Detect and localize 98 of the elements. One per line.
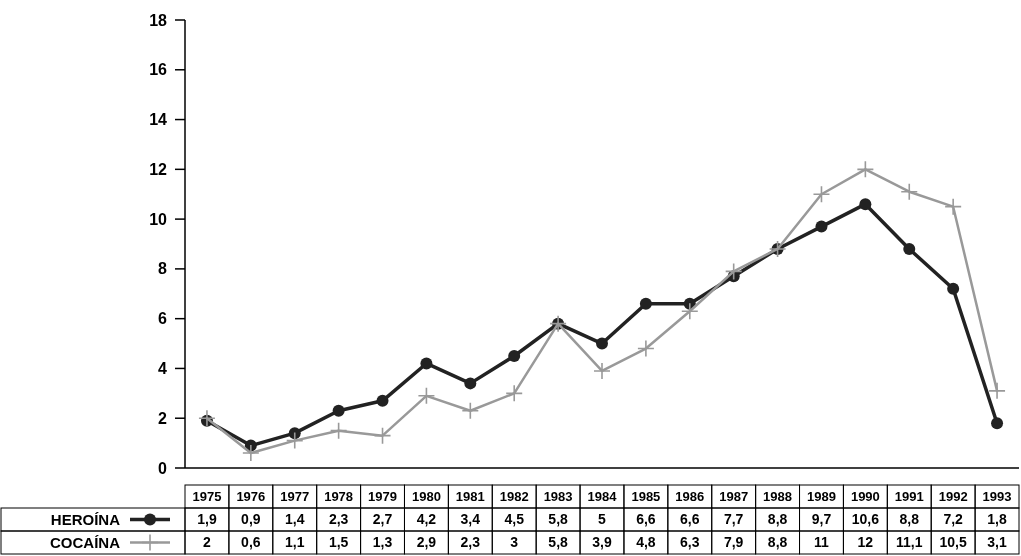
point — [593, 362, 611, 380]
x-tick-label: 1987 — [719, 489, 749, 505]
point — [505, 384, 524, 403]
data-label: 4,8 — [636, 534, 656, 551]
x-tick-label: 1991 — [894, 489, 924, 505]
x-tick-label: 1993 — [982, 489, 1012, 505]
point — [944, 197, 962, 216]
data-label: 3,4 — [460, 511, 481, 528]
data-label: 0,9 — [241, 511, 261, 528]
data-label: 9,7 — [811, 511, 832, 528]
x-tick-label: 1983 — [543, 489, 573, 505]
data-label: 1,1 — [285, 534, 305, 551]
data-label: 2,3 — [328, 511, 349, 528]
data-label: 2,9 — [416, 534, 437, 551]
point — [947, 282, 960, 295]
data-label: 3,9 — [592, 534, 612, 551]
y-tick-label: 8 — [158, 260, 168, 278]
data-label: 8,8 — [767, 534, 788, 551]
data-label: 7,9 — [723, 534, 744, 551]
x-tick-label: 1984 — [587, 489, 618, 505]
data-label: 3,1 — [987, 534, 1007, 551]
point — [198, 409, 216, 428]
data-label: 4,5 — [504, 511, 525, 528]
point — [639, 297, 652, 310]
point — [680, 302, 699, 320]
data-label: 5,8 — [548, 534, 569, 551]
x-tick-label: 1982 — [499, 489, 529, 505]
data-label: 6,3 — [680, 534, 700, 551]
point — [988, 382, 1006, 400]
point — [461, 401, 480, 420]
legend-label: COCAÍNA — [50, 533, 121, 551]
x-tick-label: 1979 — [368, 489, 397, 505]
data-label: 2,7 — [372, 511, 393, 528]
data-label: 3 — [510, 534, 519, 551]
data-label: 1,8 — [987, 511, 1007, 528]
data-label: 8,8 — [899, 511, 920, 528]
data-label: 2,3 — [460, 534, 481, 551]
data-label: 10,6 — [851, 511, 880, 528]
data-label: 8,8 — [767, 511, 788, 528]
data-label: 5,8 — [548, 511, 569, 528]
data-label: 4,2 — [416, 511, 437, 528]
point — [420, 357, 433, 370]
x-tick-label: 1975 — [192, 489, 222, 505]
point — [856, 160, 875, 179]
point — [329, 421, 348, 440]
x-tick-label: 1978 — [324, 489, 354, 505]
y-tick-label: 6 — [158, 310, 168, 328]
data-label: 12 — [857, 534, 874, 551]
y-tick-label: 18 — [149, 11, 168, 29]
x-tick-label: 1990 — [850, 489, 880, 505]
x-tick-label: 1989 — [807, 489, 836, 505]
point — [859, 198, 872, 211]
point — [464, 377, 477, 390]
x-tick-label: 1986 — [675, 489, 705, 505]
point — [285, 431, 304, 450]
data-label: 1,5 — [328, 534, 349, 551]
data-label: 1,9 — [197, 511, 217, 528]
x-tick-label: 1981 — [455, 489, 485, 505]
x-tick-label: 1976 — [236, 489, 266, 505]
data-label: 5 — [598, 511, 607, 528]
point — [332, 404, 345, 417]
x-tick-label: 1977 — [280, 489, 310, 505]
x-tick-label: 1992 — [938, 489, 968, 505]
x-tick-label: 1980 — [411, 489, 441, 505]
point — [373, 426, 392, 445]
point — [508, 350, 521, 362]
data-label: 0,6 — [241, 534, 261, 551]
y-tick-label: 2 — [158, 409, 168, 427]
point — [637, 339, 655, 358]
data-label: 6,6 — [680, 511, 700, 528]
data-label: 10,5 — [939, 534, 967, 551]
y-tick-label: 12 — [149, 160, 168, 178]
data-label: 1,3 — [372, 534, 393, 551]
data-label: 1,4 — [285, 511, 305, 528]
point — [815, 220, 828, 233]
legend-label: HEROÍNA — [50, 510, 121, 528]
y-tick-label: 4 — [158, 360, 168, 378]
point — [991, 417, 1004, 430]
y-tick-label: 16 — [149, 61, 168, 79]
x-tick-label: 1985 — [631, 489, 661, 505]
y-tick-label: 0 — [158, 459, 168, 477]
data-label: 11,1 — [896, 534, 923, 551]
data-label: 2 — [203, 534, 212, 551]
point — [724, 262, 743, 281]
point — [900, 182, 919, 201]
point — [242, 444, 260, 462]
y-tick-label: 14 — [149, 111, 168, 129]
data-label: 6,6 — [636, 511, 656, 528]
point — [903, 242, 916, 255]
y-tick-label: 10 — [149, 210, 168, 228]
point — [812, 185, 831, 204]
data-label: 7,2 — [943, 511, 964, 528]
point — [596, 337, 608, 350]
point — [376, 394, 389, 407]
point — [417, 387, 436, 405]
data-label: 11 — [814, 534, 830, 551]
x-tick-label: 1988 — [763, 489, 793, 505]
data-label: 7,7 — [723, 511, 744, 528]
